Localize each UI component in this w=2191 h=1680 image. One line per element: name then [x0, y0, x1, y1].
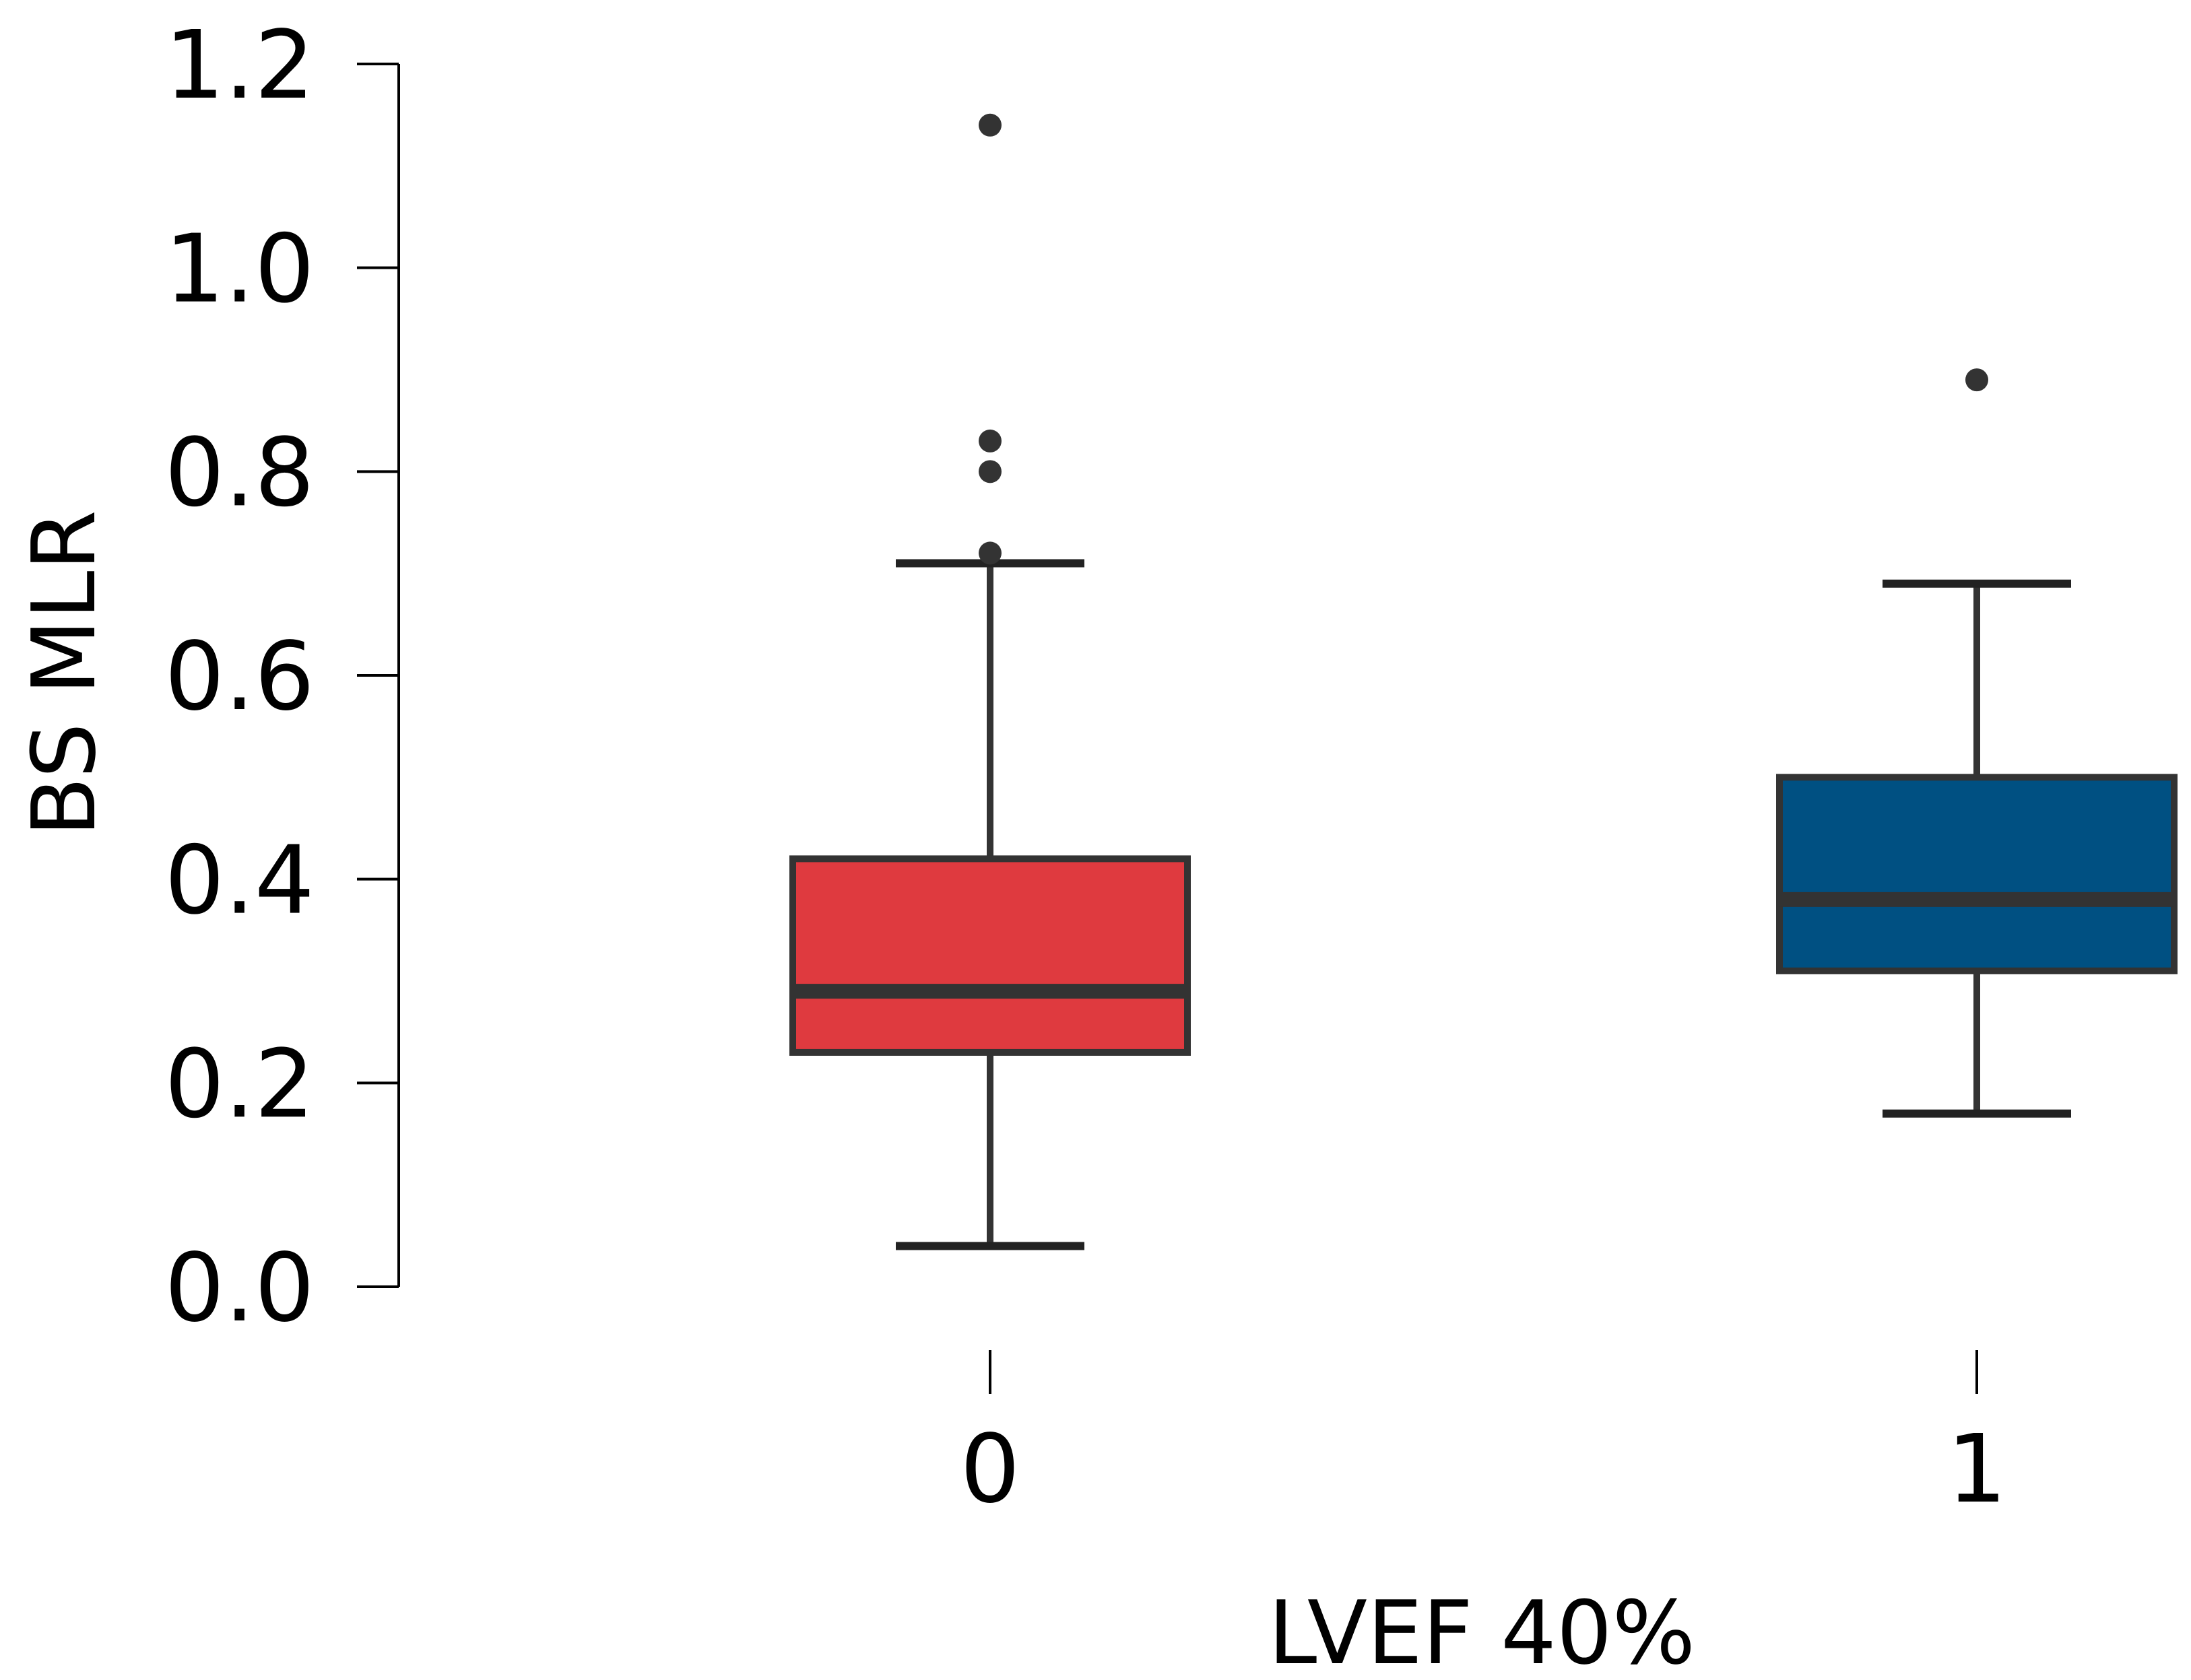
outlier-point — [979, 113, 1002, 137]
x-tick-label: 0 — [960, 1415, 1020, 1524]
y-tick-label: 0.6 — [164, 622, 315, 732]
boxes — [789, 113, 2178, 1250]
box-iqr — [1776, 774, 2178, 974]
y-tick-label: 0.8 — [164, 418, 315, 528]
outlier-point — [979, 460, 1002, 483]
y-tick-label: 0.4 — [164, 826, 315, 936]
box-group-0 — [789, 113, 1191, 1250]
y-axis: 0.0 0.2 0.4 0.6 0.8 1.0 1.2 — [164, 11, 400, 1343]
outlier-point — [979, 541, 1002, 565]
outlier-point — [979, 429, 1002, 452]
x-axis-title: LVEF 40% — [1268, 1582, 1695, 1680]
box-iqr — [789, 855, 1191, 1056]
outlier-point — [1965, 368, 1988, 392]
y-tick-label: 0.0 — [164, 1234, 315, 1343]
y-axis-title: BS MLR — [13, 510, 115, 837]
x-tick-label: 1 — [1947, 1415, 2006, 1524]
y-tick-label: 1.0 — [164, 215, 315, 325]
y-tick-label: 1.2 — [164, 11, 315, 121]
y-ticks: 0.0 0.2 0.4 0.6 0.8 1.0 1.2 — [164, 11, 399, 1343]
y-tick-label: 0.2 — [164, 1030, 315, 1139]
box-group-1 — [1776, 368, 2178, 1118]
